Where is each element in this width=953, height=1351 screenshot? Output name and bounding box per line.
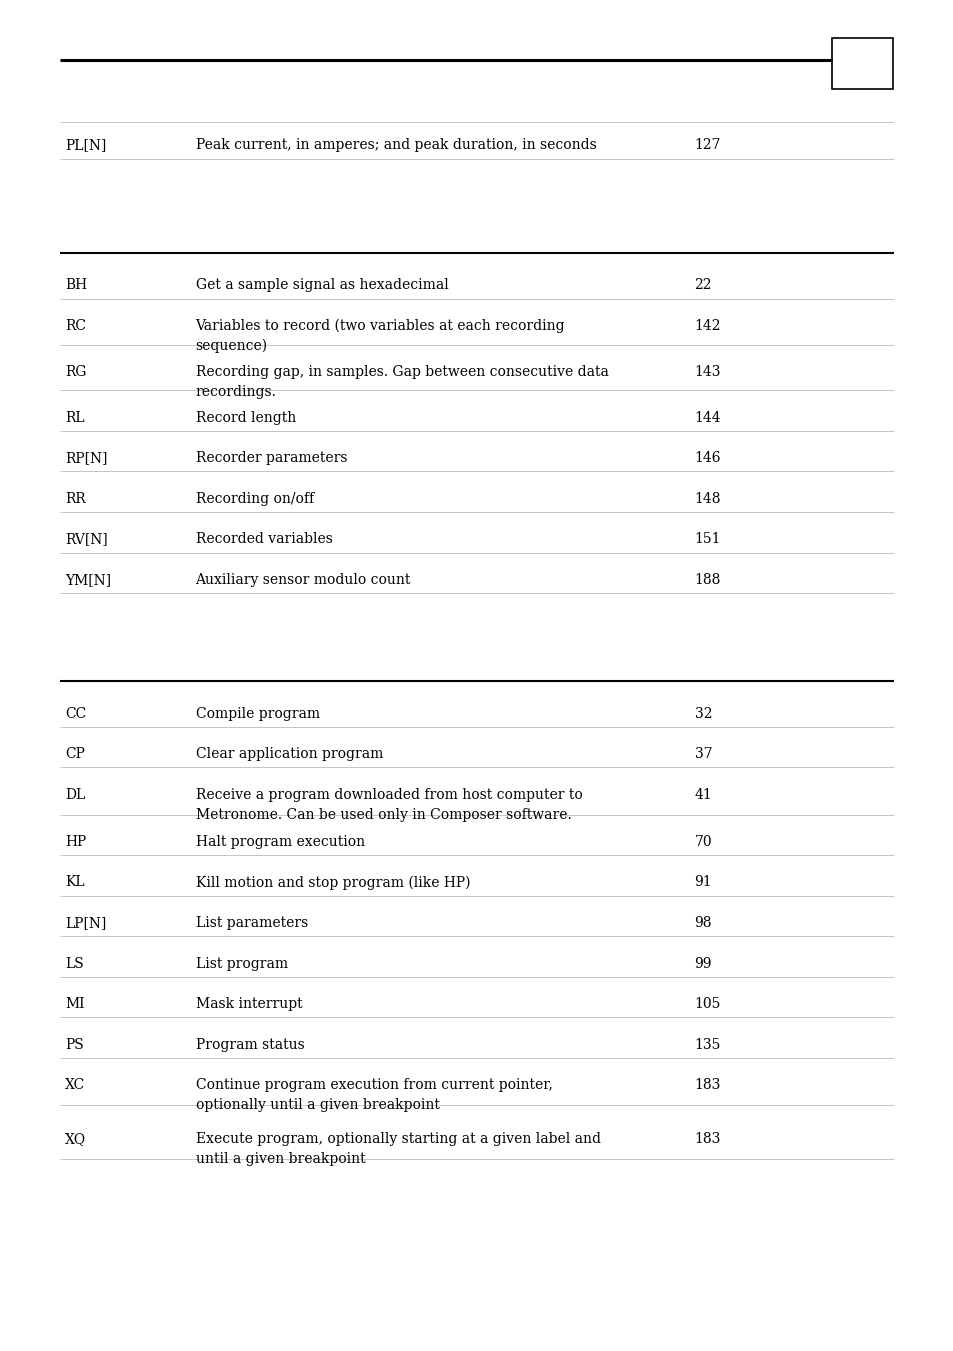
Text: Compile program: Compile program [195, 707, 319, 720]
Text: BH: BH [65, 278, 87, 292]
Text: 144: 144 [694, 411, 720, 424]
Text: 148: 148 [694, 492, 720, 505]
Text: Metronome. Can be used only in Composer software.: Metronome. Can be used only in Composer … [195, 808, 571, 821]
Text: List program: List program [195, 957, 288, 970]
Text: 127: 127 [694, 138, 720, 151]
Text: 183: 183 [694, 1078, 720, 1092]
Text: 105: 105 [694, 997, 720, 1011]
Text: MI: MI [65, 997, 84, 1011]
Text: 99: 99 [694, 957, 711, 970]
Text: Continue program execution from current pointer,: Continue program execution from current … [195, 1078, 552, 1092]
Text: 91: 91 [694, 875, 711, 889]
Text: RP[N]: RP[N] [65, 451, 108, 465]
Text: Recording gap, in samples. Gap between consecutive data: Recording gap, in samples. Gap between c… [195, 365, 608, 378]
Text: Kill motion and stop program (like HP): Kill motion and stop program (like HP) [195, 875, 470, 890]
Text: Recorded variables: Recorded variables [195, 532, 332, 546]
FancyBboxPatch shape [831, 38, 892, 89]
Text: Recording on/off: Recording on/off [195, 492, 314, 505]
Text: Variables to record (two variables at each recording: Variables to record (two variables at ea… [195, 319, 564, 334]
Text: LP[N]: LP[N] [65, 916, 106, 929]
Text: Clear application program: Clear application program [195, 747, 382, 761]
Text: optionally until a given breakpoint: optionally until a given breakpoint [195, 1098, 439, 1112]
Text: 98: 98 [694, 916, 711, 929]
Text: LS: LS [65, 957, 84, 970]
Text: Get a sample signal as hexadecimal: Get a sample signal as hexadecimal [195, 278, 448, 292]
Text: XQ: XQ [65, 1132, 86, 1146]
Text: 70: 70 [694, 835, 711, 848]
Text: KL: KL [65, 875, 85, 889]
Text: 32: 32 [694, 707, 711, 720]
Text: 37: 37 [694, 747, 711, 761]
Text: recordings.: recordings. [195, 385, 276, 399]
Text: RG: RG [65, 365, 87, 378]
Text: Mask interrupt: Mask interrupt [195, 997, 302, 1011]
Text: 41: 41 [694, 788, 712, 801]
Text: CP: CP [65, 747, 85, 761]
Text: 142: 142 [694, 319, 720, 332]
Text: 188: 188 [694, 573, 720, 586]
Text: 151: 151 [694, 532, 720, 546]
Text: XC: XC [65, 1078, 85, 1092]
Text: Program status: Program status [195, 1038, 304, 1051]
Text: DL: DL [65, 788, 85, 801]
Text: CC: CC [65, 707, 86, 720]
Text: until a given breakpoint: until a given breakpoint [195, 1152, 365, 1166]
Text: RL: RL [65, 411, 85, 424]
Text: PS: PS [65, 1038, 84, 1051]
Text: Auxiliary sensor modulo count: Auxiliary sensor modulo count [195, 573, 411, 586]
Text: RR: RR [65, 492, 86, 505]
Text: YM[N]: YM[N] [65, 573, 111, 586]
Text: Execute program, optionally starting at a given label and: Execute program, optionally starting at … [195, 1132, 600, 1146]
Text: Record length: Record length [195, 411, 295, 424]
Text: Receive a program downloaded from host computer to: Receive a program downloaded from host c… [195, 788, 581, 801]
Text: List parameters: List parameters [195, 916, 308, 929]
Text: PL[N]: PL[N] [65, 138, 106, 151]
Text: RV[N]: RV[N] [65, 532, 108, 546]
Text: 135: 135 [694, 1038, 720, 1051]
Text: RC: RC [65, 319, 86, 332]
Text: 143: 143 [694, 365, 720, 378]
Text: Recorder parameters: Recorder parameters [195, 451, 347, 465]
Text: Peak current, in amperes; and peak duration, in seconds: Peak current, in amperes; and peak durat… [195, 138, 596, 151]
Text: Halt program execution: Halt program execution [195, 835, 364, 848]
Text: sequence): sequence) [195, 339, 268, 354]
Text: 183: 183 [694, 1132, 720, 1146]
Text: 146: 146 [694, 451, 720, 465]
Text: 22: 22 [694, 278, 711, 292]
Text: HP: HP [65, 835, 86, 848]
